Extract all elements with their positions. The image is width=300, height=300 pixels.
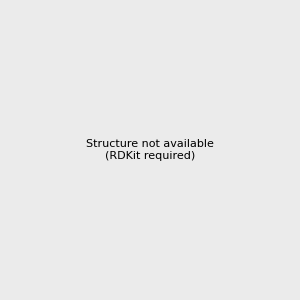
Text: Structure not available
(RDKit required): Structure not available (RDKit required) (86, 139, 214, 161)
